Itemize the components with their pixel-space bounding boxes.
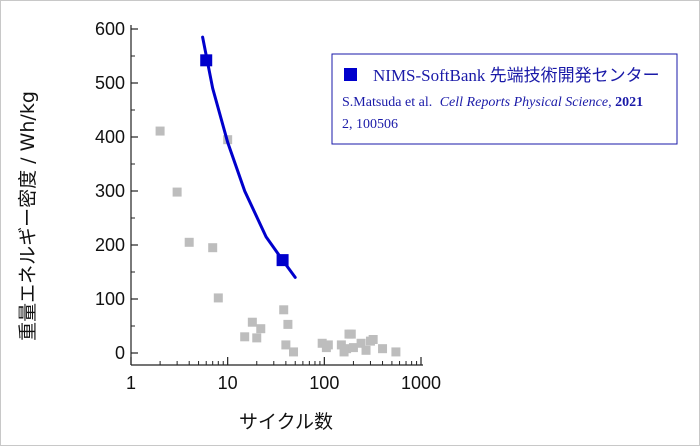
gray-point <box>247 317 257 327</box>
gray-point <box>208 243 218 253</box>
ref-authors: S.Matsuda et al. <box>342 95 432 110</box>
highlight-point <box>276 254 289 267</box>
x-tick-label: 1000 <box>401 373 441 393</box>
x-tick-label: 100 <box>309 373 339 393</box>
y-tick-label: 600 <box>95 19 125 39</box>
ref-volume: 2, 100506 <box>342 117 398 132</box>
legend: NIMS-SoftBank 先端技術開発センター S.Matsuda et al… <box>331 53 678 145</box>
highlight-point <box>200 54 213 67</box>
x-axis-title: サイクル数 <box>239 411 333 433</box>
gray-point <box>378 344 388 354</box>
gray-point <box>336 340 346 350</box>
x-tick-label: 10 <box>218 373 238 393</box>
ref-journal: Cell Reports Physical Science <box>440 95 608 110</box>
gray-point <box>281 340 291 350</box>
gray-point <box>348 343 358 353</box>
gray-point <box>342 344 352 354</box>
y-tick-label: 400 <box>95 127 125 147</box>
gray-point <box>361 345 371 355</box>
legend-box <box>331 53 678 145</box>
gray-point <box>240 332 250 342</box>
gray-point <box>368 335 378 344</box>
ref-comma: , <box>608 95 615 110</box>
gray-point <box>283 319 293 329</box>
y-tick-label: 200 <box>95 235 125 255</box>
gray-series <box>155 126 401 357</box>
gray-point <box>391 347 401 357</box>
legend-label: NIMS-SoftBank 先端技術開発センター <box>373 66 660 85</box>
gray-point <box>172 187 182 197</box>
gray-point <box>256 324 266 334</box>
legend-reference: S.Matsuda et al. Cell Reports Physical S… <box>342 95 643 110</box>
gray-point <box>323 340 333 350</box>
y-tick-label: 0 <box>115 343 125 363</box>
ref-year: 2021 <box>615 95 643 110</box>
gray-point <box>279 305 289 315</box>
gray-point <box>252 333 262 343</box>
gray-point <box>289 347 299 357</box>
y-tick-label: 500 <box>95 73 125 93</box>
gray-point <box>213 293 223 303</box>
gray-point <box>155 126 165 136</box>
legend-marker <box>344 68 357 81</box>
axes: 0 100 200 300 400 500 600 1 10 100 1000 <box>95 19 441 393</box>
legend-reference-volume: 2, 100506 <box>342 117 398 132</box>
x-tick-label: 1 <box>126 373 136 393</box>
gray-point <box>184 237 194 247</box>
y-tick-label: 300 <box>95 181 125 201</box>
trend-line <box>201 35 297 279</box>
highlight-series <box>200 35 297 279</box>
y-axis-title: 重量エネルギー密度 / Wh/kg <box>17 91 39 341</box>
gray-point <box>346 329 356 339</box>
y-tick-label: 100 <box>95 289 125 309</box>
gray-point <box>356 338 366 348</box>
